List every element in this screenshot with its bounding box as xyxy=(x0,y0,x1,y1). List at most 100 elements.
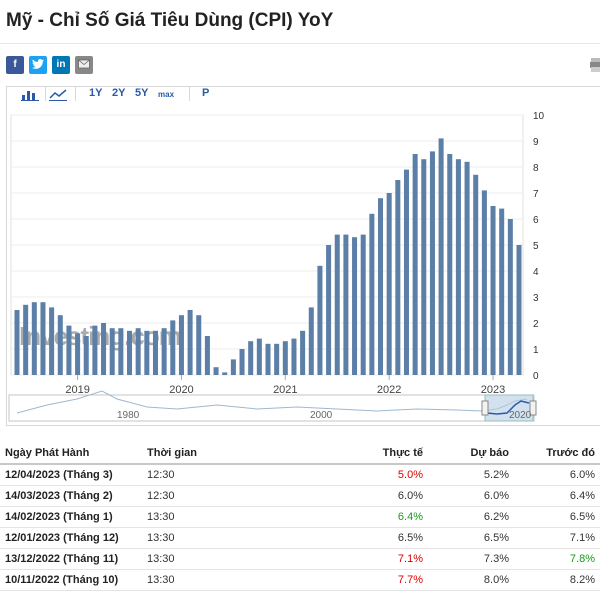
cpi-bar[interactable] xyxy=(66,325,72,375)
table-row[interactable]: 14/03/2023 (Tháng 2) 12:30 6.0% 6.0% 6.4% xyxy=(0,485,600,507)
cpi-bar[interactable] xyxy=(326,245,332,375)
cpi-bar[interactable] xyxy=(455,159,461,375)
toolbar-divider xyxy=(45,87,46,101)
cpi-bar[interactable] xyxy=(57,315,63,375)
forecast-header[interactable]: Dự báo xyxy=(428,442,514,465)
actual-cell: 7.1% xyxy=(352,548,428,570)
table-row[interactable]: 13/12/2022 (Tháng 11) 13:30 7.1% 7.3% 7.8% xyxy=(0,548,600,570)
cpi-bar[interactable] xyxy=(144,330,150,375)
forecast-cell: 6.5% xyxy=(428,527,514,549)
actual-header[interactable]: Thực tế xyxy=(352,442,428,465)
cpi-bar[interactable] xyxy=(23,304,29,375)
cpi-bar[interactable] xyxy=(135,328,141,375)
facebook-share-button[interactable]: f xyxy=(6,56,24,74)
cpi-bar[interactable] xyxy=(178,315,184,375)
cpi-bar[interactable] xyxy=(109,328,115,375)
forecast-cell: 8.0% xyxy=(428,569,514,591)
cpi-bar[interactable] xyxy=(378,198,384,375)
cpi-bar[interactable] xyxy=(196,315,202,375)
previous-cell: 6.4% xyxy=(514,485,600,507)
cpi-bar[interactable] xyxy=(464,161,470,375)
p-button[interactable]: P xyxy=(202,87,210,99)
cpi-bar[interactable] xyxy=(447,154,453,375)
cpi-bar[interactable] xyxy=(14,310,20,375)
cpi-bar[interactable] xyxy=(403,169,409,375)
cpi-bar[interactable] xyxy=(101,323,107,375)
cpi-bar[interactable] xyxy=(412,154,418,375)
cpi-bar[interactable] xyxy=(222,372,228,375)
y-tick-label: 8 xyxy=(533,163,539,174)
cpi-bar[interactable] xyxy=(395,180,401,375)
cpi-bar[interactable] xyxy=(265,343,271,375)
cpi-bar[interactable] xyxy=(256,338,262,375)
cpi-bar[interactable] xyxy=(248,341,254,375)
cpi-bar[interactable] xyxy=(75,333,81,375)
bar-chart-icon[interactable] xyxy=(21,88,39,101)
cpi-bar[interactable] xyxy=(127,330,133,375)
gridlines xyxy=(11,114,523,376)
cpi-bar[interactable] xyxy=(308,307,314,375)
cpi-bar[interactable] xyxy=(170,320,176,375)
cpi-bar[interactable] xyxy=(429,151,435,375)
cpi-bar[interactable] xyxy=(499,208,505,375)
cpi-bar[interactable] xyxy=(49,307,55,375)
line-chart-icon[interactable] xyxy=(49,88,67,101)
cpi-bar[interactable] xyxy=(230,359,236,375)
cpi-bar[interactable] xyxy=(516,245,522,375)
table-row[interactable]: 14/02/2023 (Tháng 1) 13:30 6.4% 6.2% 6.5% xyxy=(0,506,600,528)
cpi-bar[interactable] xyxy=(274,343,280,375)
cpi-bar[interactable] xyxy=(343,234,349,375)
table-row[interactable]: 12/01/2023 (Tháng 12) 13:30 6.5% 6.5% 7.1% xyxy=(0,527,600,549)
cpi-bar[interactable] xyxy=(187,310,193,375)
cpi-bar[interactable] xyxy=(507,219,513,375)
range-1y-button[interactable]: 1Y xyxy=(89,87,103,99)
cpi-bar[interactable] xyxy=(152,330,158,375)
previous-header[interactable]: Trước đó xyxy=(514,442,600,465)
cpi-bar[interactable] xyxy=(40,302,46,375)
cpi-bar[interactable] xyxy=(83,336,89,375)
print-icon[interactable] xyxy=(590,58,600,72)
cpi-bar[interactable] xyxy=(92,325,98,375)
cpi-bar[interactable] xyxy=(481,190,487,375)
range-2y-button[interactable]: 2Y xyxy=(112,87,126,99)
table-row[interactable]: 10/11/2022 (Tháng 10) 13:30 7.7% 8.0% 8.2% xyxy=(0,569,600,591)
navigator[interactable]: 1980 2000 2020 xyxy=(8,390,537,422)
cpi-bar[interactable] xyxy=(31,302,37,375)
release-date-header[interactable]: Ngày Phát Hành xyxy=(0,442,142,465)
cpi-bar[interactable] xyxy=(438,138,444,375)
share-toolbar: f in xyxy=(0,54,600,78)
range-max-button[interactable]: max xyxy=(158,90,175,99)
cpi-bar[interactable] xyxy=(352,237,358,375)
twitter-share-button[interactable] xyxy=(29,56,47,74)
range-5y-button[interactable]: 5Y xyxy=(135,87,149,99)
email-share-button[interactable] xyxy=(75,56,93,74)
actual-cell: 6.0% xyxy=(352,485,428,507)
cpi-bar[interactable] xyxy=(334,234,340,375)
cpi-bar[interactable] xyxy=(282,341,288,375)
cpi-bar[interactable] xyxy=(360,234,366,375)
cpi-bar[interactable] xyxy=(490,206,496,375)
cpi-bar[interactable] xyxy=(473,174,479,375)
cpi-bar[interactable] xyxy=(213,367,219,375)
cpi-bar[interactable] xyxy=(118,328,124,375)
table-row[interactable]: 12/04/2023 (Tháng 3) 12:30 5.0% 5.2% 6.0% xyxy=(0,464,600,486)
bar-series xyxy=(14,138,522,375)
time-header[interactable]: Thời gian xyxy=(142,442,352,465)
navigator-left-handle[interactable] xyxy=(481,400,489,416)
linkedin-share-button[interactable]: in xyxy=(52,56,70,74)
twitter-icon xyxy=(32,59,44,69)
cpi-bar[interactable] xyxy=(204,336,210,375)
cpi-bar[interactable] xyxy=(300,330,306,375)
cpi-bar[interactable] xyxy=(239,349,245,375)
cpi-bar[interactable] xyxy=(161,328,167,375)
cpi-bar[interactable] xyxy=(386,193,392,375)
cpi-bar[interactable] xyxy=(317,265,323,375)
release-date-cell: 10/11/2022 (Tháng 10) xyxy=(0,569,142,591)
cpi-bar[interactable] xyxy=(291,338,297,375)
navigator-selected-line xyxy=(486,400,530,415)
y-tick-label: 0 xyxy=(533,371,539,382)
chart-toolbar: 1Y 2Y 5Y max P xyxy=(7,87,237,103)
navigator-right-handle[interactable] xyxy=(529,400,537,416)
cpi-bar[interactable] xyxy=(421,159,427,375)
cpi-bar[interactable] xyxy=(369,213,375,375)
